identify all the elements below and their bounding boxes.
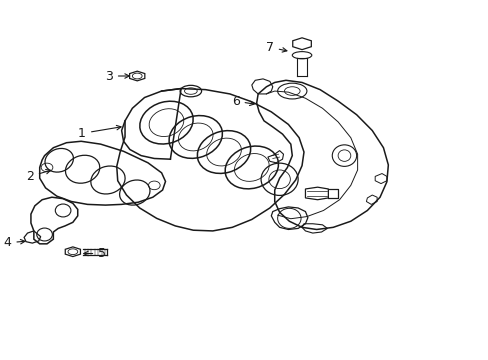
Text: 6: 6 [231, 95, 254, 108]
Text: 4: 4 [3, 236, 25, 249]
Text: 3: 3 [105, 69, 129, 82]
Text: 5: 5 [83, 247, 106, 260]
Text: 2: 2 [26, 170, 50, 183]
Text: 1: 1 [78, 125, 121, 140]
Text: 7: 7 [265, 41, 286, 54]
